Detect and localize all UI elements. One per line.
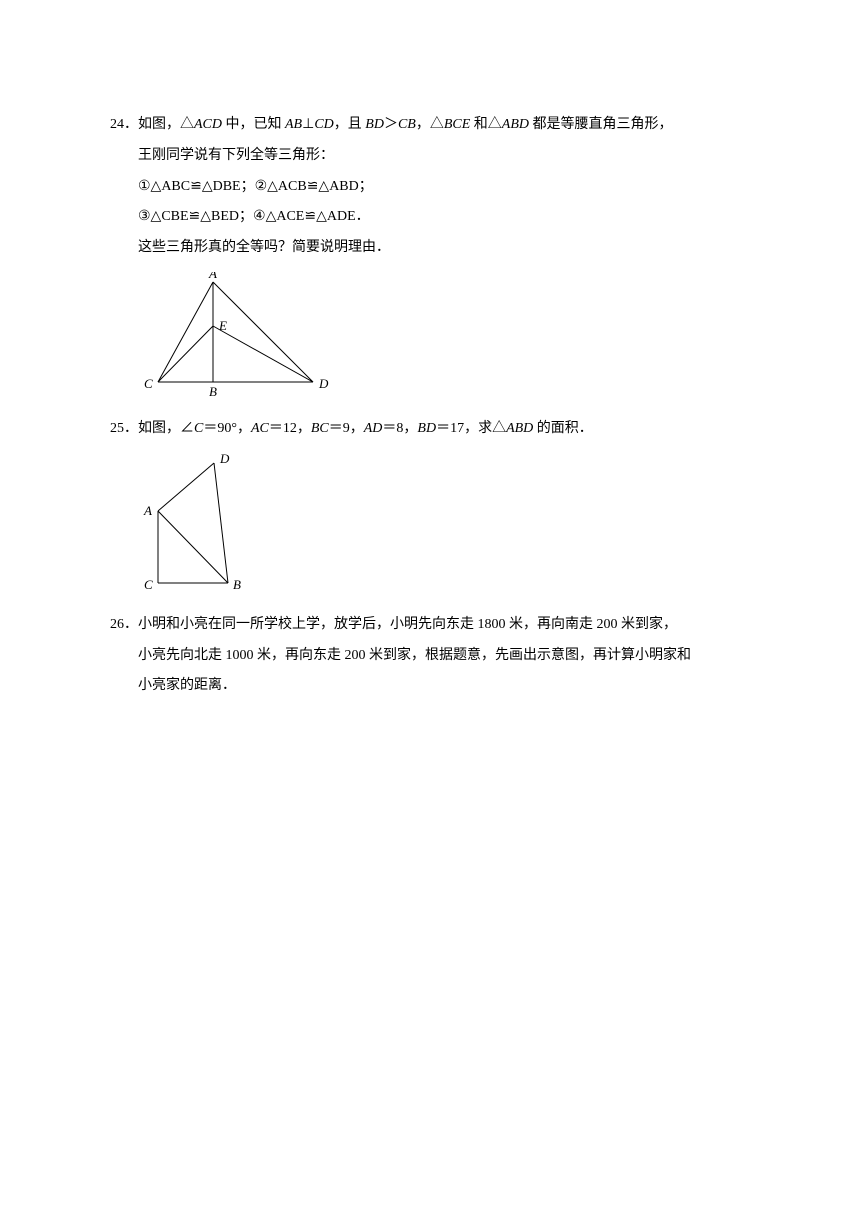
problem-24-line4: ③△CBE≌△BED；④△ACE≌△ADE． bbox=[138, 202, 770, 233]
problem-26-line2: 小亮先向北走 1000 米，再向东走 200 米到家，根据题意，先画出示意图，再… bbox=[138, 641, 770, 672]
problem-26: 26． 小明和小亮在同一所学校上学，放学后，小明先向东走 1800 米，再向南走… bbox=[110, 610, 770, 702]
svg-text:D: D bbox=[219, 453, 230, 466]
text-fragment: 和△ bbox=[470, 117, 502, 132]
text-fragment: ，△ bbox=[416, 117, 444, 132]
problem-25-text1: 如图，∠C＝90°，AC＝12，BC＝9，AD＝8，BD＝17，求△ABD 的面… bbox=[138, 414, 593, 445]
problem-24-line2: 王刚同学说有下列全等三角形： bbox=[138, 141, 770, 172]
text-fragment: ＝90°， bbox=[203, 421, 251, 436]
problem-25-line1: 25． 如图，∠C＝90°，AC＝12，BC＝9，AD＝8，BD＝17，求△AB… bbox=[110, 414, 770, 445]
var-bd: BD bbox=[417, 421, 436, 436]
text-fragment: ＝9， bbox=[329, 421, 364, 436]
problem-25-number: 25． bbox=[110, 414, 138, 445]
var-abd: ABD bbox=[506, 421, 533, 436]
svg-text:B: B bbox=[209, 384, 217, 399]
var-acd: ACD bbox=[194, 117, 222, 132]
text-fragment: 中，已知 bbox=[222, 117, 285, 132]
problem-24-line3: ①△ABC≌△DBE；②△ACB≌△ABD； bbox=[138, 172, 770, 203]
svg-text:A: A bbox=[143, 503, 152, 518]
svg-text:C: C bbox=[144, 577, 153, 592]
problem-24: 24． 如图，△ACD 中，已知 AB⊥CD，且 BD＞CB，△BCE 和△AB… bbox=[110, 110, 770, 402]
svg-text:D: D bbox=[318, 376, 329, 391]
problem-24-content: 王刚同学说有下列全等三角形： ①△ABC≌△DBE；②△ACB≌△ABD； ③△… bbox=[110, 141, 770, 264]
problem-24-figure: A E C B D bbox=[138, 272, 770, 402]
problem-24-line5: 这些三角形真的全等吗？简要说明理由． bbox=[138, 233, 770, 264]
var-ac: AC bbox=[251, 421, 269, 436]
problem-26-line3: 小亮家的距离． bbox=[138, 671, 770, 702]
problem-25: 25． 如图，∠C＝90°，AC＝12，BC＝9，AD＝8，BD＝17，求△AB… bbox=[110, 414, 770, 598]
problem-24-number: 24． bbox=[110, 110, 138, 141]
text-fragment: ＝8， bbox=[382, 421, 417, 436]
text-fragment: 如图，∠ bbox=[138, 421, 194, 436]
text-fragment: 如图，△ bbox=[138, 117, 194, 132]
var-bc: BC bbox=[311, 421, 329, 436]
var-bd: BD bbox=[365, 117, 384, 132]
problem-26-line1: 26． 小明和小亮在同一所学校上学，放学后，小明先向东走 1800 米，再向南走… bbox=[110, 610, 770, 641]
text-fragment: ＝17，求△ bbox=[436, 421, 506, 436]
var-bce: BCE bbox=[444, 117, 470, 132]
var-c: C bbox=[194, 421, 203, 436]
problem-24-text1: 如图，△ACD 中，已知 AB⊥CD，且 BD＞CB，△BCE 和△ABD 都是… bbox=[138, 110, 673, 141]
quadrilateral-figure: A D C B bbox=[138, 453, 258, 598]
svg-text:A: A bbox=[208, 272, 217, 281]
var-cd: CD bbox=[314, 117, 333, 132]
problem-24-line1: 24． 如图，△ACD 中，已知 AB⊥CD，且 BD＞CB，△BCE 和△AB… bbox=[110, 110, 770, 141]
problem-26-number: 26． bbox=[110, 610, 138, 641]
svg-text:B: B bbox=[233, 577, 241, 592]
var-ab: AB bbox=[285, 117, 302, 132]
var-ad: AD bbox=[364, 421, 383, 436]
perp-symbol: ⊥ bbox=[302, 117, 314, 132]
var-abd: ABD bbox=[502, 117, 529, 132]
problem-26-content: 小亮先向北走 1000 米，再向东走 200 米到家，根据题意，先画出示意图，再… bbox=[110, 641, 770, 703]
triangle-acd-figure: A E C B D bbox=[138, 272, 338, 402]
svg-text:E: E bbox=[218, 318, 227, 333]
text-fragment: 的面积． bbox=[533, 421, 593, 436]
svg-text:C: C bbox=[144, 376, 153, 391]
text-fragment: ，且 bbox=[334, 117, 366, 132]
problem-26-text1: 小明和小亮在同一所学校上学，放学后，小明先向东走 1800 米，再向南走 200… bbox=[138, 610, 677, 641]
gt-symbol: ＞ bbox=[384, 117, 398, 132]
var-cb: CB bbox=[398, 117, 416, 132]
text-fragment: 都是等腰直角三角形， bbox=[529, 117, 673, 132]
text-fragment: ＝12， bbox=[269, 421, 311, 436]
problem-25-figure: A D C B bbox=[138, 453, 770, 598]
